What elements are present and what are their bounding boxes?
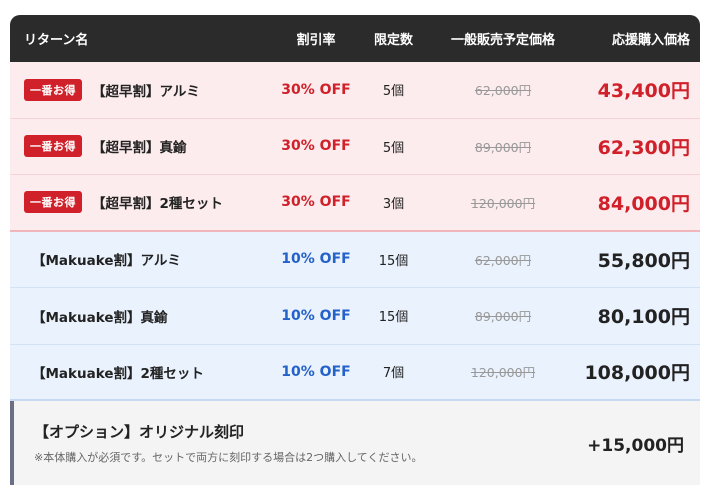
limit-count: 15個 [378,310,409,326]
support-price: 62,300円 [597,136,690,159]
best-deal-badge: 一番お得 [24,191,82,214]
table-row-early-aluminum: 一番お得 【超早割】アルミ 30% OFF 5個 62,000円 43,400円 [10,62,700,119]
support-price: 108,000円 [584,362,690,385]
discount-rate: 30% OFF [281,138,351,155]
reward-price-table: リターン名 割引率 限定数 一般販売予定価格 応援購入価格 一番お得 【超早割】… [10,15,700,485]
table-row-early-brass: 一番お得 【超早割】真鍮 30% OFF 5個 89,000円 62,300円 [10,118,700,175]
option-title: 【オプション】オリジナル刻印 [34,423,245,441]
reward-name: 【超早割】アルミ [92,83,200,100]
reward-name: 【Makuake割】真鍮 [32,309,168,326]
original-price: 62,000円 [474,83,532,99]
discount-rate: 10% OFF [281,363,351,380]
discount-rate: 30% OFF [281,81,351,98]
reward-name: 【超早割】真鍮 [92,140,187,157]
limit-count: 7個 [382,366,405,382]
original-price: 62,000円 [474,252,532,268]
header-name: リターン名 [24,33,89,48]
limit-count: 5個 [382,140,405,156]
reward-name: 【Makuake割】2種セット [32,365,204,382]
support-price: 55,800円 [597,249,690,272]
limit-count: 15個 [378,253,409,269]
table-row-makuake-set: 【Makuake割】2種セット 10% OFF 7個 120,000円 108,… [10,344,700,401]
support-price: 43,400円 [597,80,690,103]
original-price: 120,000円 [470,195,536,211]
limit-count: 5個 [382,84,405,100]
original-price: 89,000円 [474,139,532,155]
reward-name: 【Makuake割】アルミ [32,253,181,270]
reward-name: 【超早割】2種セット [92,196,223,213]
header-support-price: 応援購入価格 [611,33,690,48]
discount-rate: 10% OFF [281,251,351,268]
original-price: 89,000円 [474,309,532,325]
table-row-makuake-aluminum: 【Makuake割】アルミ 10% OFF 15個 62,000円 55,800… [10,231,700,288]
reward-name-cell: 一番お得 【超早割】真鍮 [10,135,267,158]
reward-name-cell: 一番お得 【超早割】アルミ [10,78,267,101]
option-note: ※本体購入が必須です。セットで両方に刻印する場合は2つ購入してください。 [34,451,423,464]
discount-rate: 30% OFF [281,194,351,211]
header-discount: 割引率 [296,33,336,48]
reward-name-cell: 一番お得 【超早割】2種セット [10,191,267,214]
support-price: 84,000円 [597,192,690,215]
support-price: 80,100円 [597,306,690,329]
original-price: 120,000円 [470,365,536,381]
best-deal-badge: 一番お得 [24,78,82,101]
discount-rate: 10% OFF [281,307,351,324]
table-row-makuake-brass: 【Makuake割】真鍮 10% OFF 15個 89,000円 80,100円 [10,288,700,345]
best-deal-badge: 一番お得 [24,135,82,158]
option-price: +15,000円 [587,435,684,456]
limit-count: 3個 [382,196,405,212]
option-text: 【オプション】オリジナル刻印 ※本体購入が必須です。セットで両方に刻印する場合は… [14,421,570,465]
header-original-price: 一般販売予定価格 [450,33,555,48]
header-limit: 限定数 [373,33,413,48]
table-row-early-set: 一番お得 【超早割】2種セット 30% OFF 3個 120,000円 84,0… [10,175,700,232]
table-header: リターン名 割引率 限定数 一般販売予定価格 応援購入価格 [10,15,700,62]
option-engraving-row: 【オプション】オリジナル刻印 ※本体購入が必須です。セットで両方に刻印する場合は… [10,401,700,485]
